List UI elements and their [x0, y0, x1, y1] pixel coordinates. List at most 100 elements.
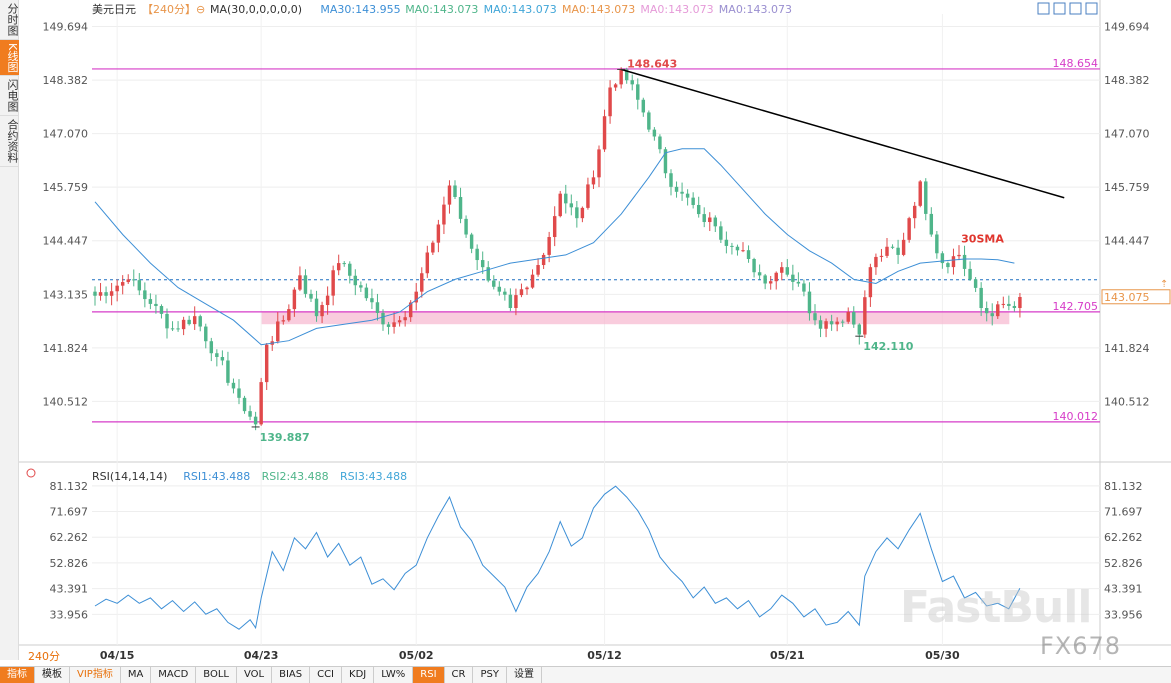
y-tick-left: 147.070 [43, 128, 89, 141]
indicator-tab-14[interactable]: 设置 [507, 667, 542, 683]
x-tick: 05/02 [399, 649, 434, 662]
candle-body [292, 289, 297, 310]
indicator-tab-12[interactable]: CR [445, 667, 474, 683]
view-tab-3[interactable]: 合约资料 [0, 116, 19, 168]
candle-body [619, 69, 623, 85]
candle-body [331, 270, 335, 296]
candle-body [996, 304, 1000, 317]
candle-body [309, 293, 313, 299]
candle-body [935, 234, 939, 254]
candle-body [713, 217, 718, 227]
candle-body [1018, 296, 1022, 308]
candle-body [774, 272, 778, 282]
candle-body [874, 256, 878, 268]
expand-icon [1053, 2, 1066, 15]
indicator-tab-5[interactable]: BOLL [196, 667, 237, 683]
level-label: 148.654 [1053, 57, 1099, 70]
symbol-label: 美元日元 [92, 3, 136, 16]
indicator-tab-4[interactable]: MACD [151, 667, 197, 683]
annotation-low: 139.887 [260, 431, 310, 444]
candle-body [370, 298, 374, 303]
candle-body [962, 254, 967, 269]
candle-body [669, 173, 673, 187]
candle-body [708, 217, 712, 223]
view-tab-1[interactable]: K线图 [0, 40, 19, 77]
candle-body [608, 87, 612, 117]
candle-body [530, 274, 535, 288]
kline-chart[interactable]: 149.694 149.694 148.382 148.382 147.070 147.0… [0, 0, 1171, 666]
candle-body [552, 216, 557, 238]
ma-legend-item: MA0:143.073 [484, 3, 557, 16]
x-tick: 04/23 [244, 649, 279, 662]
candle-body [165, 313, 169, 329]
candle-body [591, 177, 596, 185]
rsi-y-tick-right: 71.697 [1104, 506, 1143, 519]
candle-body [951, 256, 956, 268]
candle-body [469, 234, 474, 249]
candle-body [818, 320, 823, 329]
ma-legend-item: MA0:143.073 [719, 3, 792, 16]
candle-body [503, 291, 507, 295]
candle-body [480, 260, 485, 268]
rsi-legend-item: RSI(14,14,14) [92, 470, 167, 483]
ma-legend-item: MA(30,0,0,0,0,0) [210, 3, 302, 16]
indicator-tab-11[interactable]: RSI [413, 667, 445, 683]
candle-body [320, 305, 324, 317]
period-selector[interactable]: 240分 [28, 650, 60, 663]
rsi-y-tick-right: 33.956 [1104, 608, 1143, 621]
candle-body [115, 285, 119, 292]
ma-legend-item: MA0:143.073 [405, 3, 478, 16]
annotation-low: 142.110 [863, 340, 913, 353]
candle-body [381, 312, 385, 325]
candle-body [298, 275, 302, 290]
candle-body [425, 252, 430, 274]
indicator-tab-9[interactable]: KDJ [342, 667, 375, 683]
rsi-y-tick-left: 62.262 [50, 531, 89, 544]
annotation-30sma: 30SMA [961, 233, 1004, 246]
candle-body [187, 319, 191, 325]
view-tab-2[interactable]: 闪电图 [0, 76, 19, 117]
support-zone [261, 311, 1010, 325]
level-label: 140.012 [1053, 410, 1099, 423]
candle-body [220, 357, 225, 361]
candle-body [1007, 303, 1011, 306]
indicator-tab-7[interactable]: BIAS [272, 667, 311, 683]
y-tick-left: 148.382 [43, 74, 89, 87]
candle-body [885, 246, 889, 256]
view-switcher: 分时图 K线图 闪电图 合约资料 [0, 0, 19, 660]
candle-body [486, 267, 490, 281]
candle-body [564, 193, 568, 204]
candle-body [541, 254, 546, 266]
indicator-toolbar: 指标 模板 VIP指标 MA MACD BOLL VOL BIAS CCI KDJ LW% RSI CR… [0, 666, 1171, 683]
candle-body [685, 193, 690, 198]
candle-body [912, 205, 917, 219]
close-icon [1085, 2, 1098, 15]
candle-body [508, 294, 513, 308]
candle-body [226, 360, 230, 383]
indicator-tab-10[interactable]: LW% [374, 667, 414, 683]
candle-body [264, 344, 269, 383]
candle-body [176, 328, 180, 330]
indicator-tab-13[interactable]: PSY [473, 667, 507, 683]
candle-body [137, 280, 142, 291]
indicator-tab-8[interactable]: CCI [310, 667, 343, 683]
candle-body [597, 149, 601, 178]
candle-body [436, 224, 441, 243]
indicator-tab-3[interactable]: MA [121, 667, 152, 683]
candle-body [215, 353, 219, 357]
rsi-line [94, 485, 1021, 630]
indicator-tab-2[interactable]: VIP指标 [70, 667, 121, 683]
candle-body [735, 246, 740, 251]
view-tab-0[interactable]: 分时图 [0, 0, 19, 40]
indicator-tab-0[interactable]: 指标 [0, 667, 35, 683]
candle-body [170, 328, 175, 330]
y-tick-left: 140.512 [43, 395, 89, 408]
candle-body [630, 80, 634, 85]
indicator-tab-6[interactable]: VOL [237, 667, 273, 683]
indicator-tab-1[interactable]: 模板 [35, 667, 70, 683]
candle-body [863, 297, 867, 335]
y-tick-left: 149.694 [43, 20, 89, 33]
candle-body [929, 213, 934, 235]
ma-legend-item: MA0:143.073 [640, 3, 713, 16]
rsi-y-tick-right: 81.132 [1104, 480, 1143, 493]
